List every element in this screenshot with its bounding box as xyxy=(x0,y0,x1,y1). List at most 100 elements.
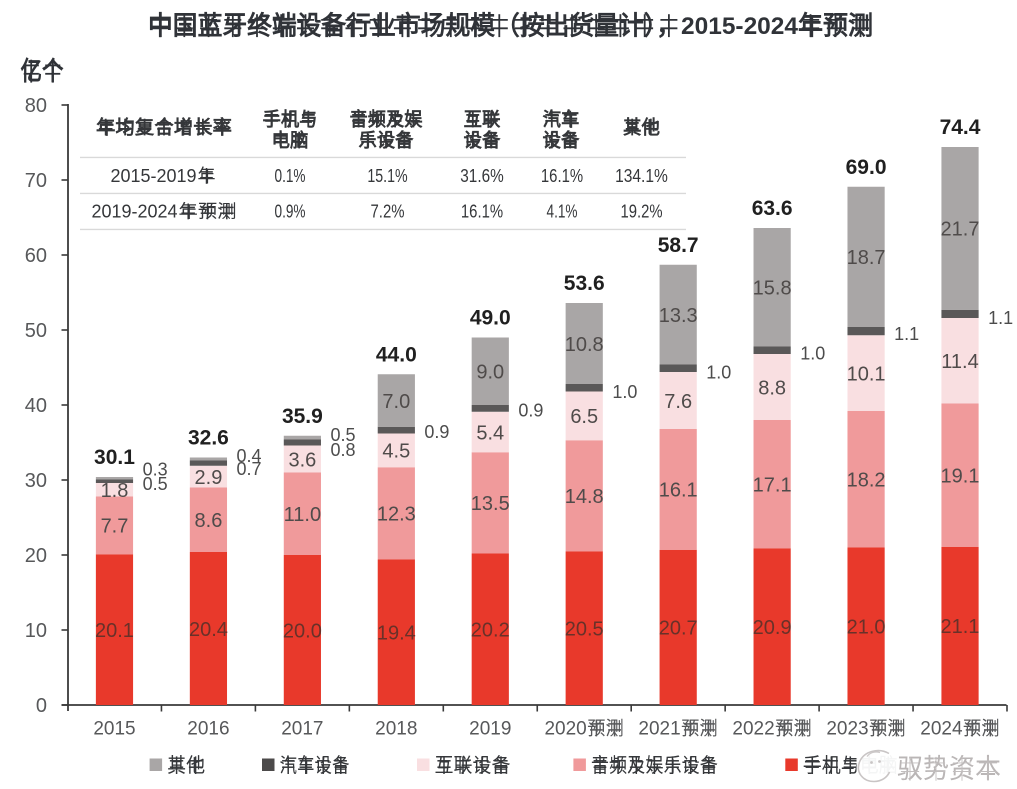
svg-text:19.4: 19.4 xyxy=(377,623,416,645)
svg-text:电脑: 电脑 xyxy=(272,129,309,152)
svg-text:31.6%: 31.6% xyxy=(460,166,503,186)
svg-text:134.1%: 134.1% xyxy=(615,166,668,186)
svg-text:16.1%: 16.1% xyxy=(541,166,583,186)
svg-text:19.1: 19.1 xyxy=(941,465,980,487)
svg-text:20.4: 20.4 xyxy=(189,619,228,641)
svg-text:5.4: 5.4 xyxy=(476,422,504,444)
svg-text:设备: 设备 xyxy=(464,129,502,152)
svg-text:2018: 2018 xyxy=(375,719,417,740)
svg-text:2019: 2019 xyxy=(469,719,511,740)
svg-text:20.0: 20.0 xyxy=(283,620,322,642)
svg-text:2017: 2017 xyxy=(281,719,323,740)
svg-text:设备: 设备 xyxy=(543,129,581,152)
svg-text:17.1: 17.1 xyxy=(753,474,792,496)
svg-text:4.1%: 4.1% xyxy=(547,202,578,222)
svg-text:中国蓝牙终端设备行业市场规模（按出货量计），: 中国蓝牙终端设备行业市场规模（按出货量计）， xyxy=(148,11,681,41)
svg-text:1.1: 1.1 xyxy=(894,324,919,344)
svg-text:20: 20 xyxy=(25,545,47,567)
svg-text:20.2: 20.2 xyxy=(471,620,510,642)
svg-text:7.0: 7.0 xyxy=(382,391,410,413)
svg-text:70: 70 xyxy=(25,170,47,192)
svg-text:2023: 2023 xyxy=(826,719,868,740)
svg-text:13.5: 13.5 xyxy=(471,493,510,515)
svg-text:0.7: 0.7 xyxy=(237,459,262,479)
svg-text:7.2%: 7.2% xyxy=(371,202,405,222)
svg-text:32.6: 32.6 xyxy=(188,427,229,450)
svg-text:10: 10 xyxy=(25,620,47,642)
svg-text:44.0: 44.0 xyxy=(376,343,417,366)
svg-text:预测: 预测 xyxy=(869,718,906,740)
svg-text:16.1%: 16.1% xyxy=(461,202,503,222)
svg-text:其他: 其他 xyxy=(623,116,660,139)
svg-text:8.8: 8.8 xyxy=(758,377,786,399)
svg-text:20.1: 20.1 xyxy=(95,620,134,642)
svg-text:50: 50 xyxy=(25,320,47,342)
svg-text:12.3: 12.3 xyxy=(377,504,416,526)
svg-text:19.2%: 19.2% xyxy=(621,202,663,222)
svg-text:预测: 预测 xyxy=(681,718,718,740)
svg-text:7.6: 7.6 xyxy=(664,391,692,413)
svg-text:汽车设备: 汽车设备 xyxy=(280,754,350,777)
svg-text:汽车: 汽车 xyxy=(543,108,580,131)
svg-text:0.5: 0.5 xyxy=(143,474,168,494)
svg-text:49.0: 49.0 xyxy=(470,307,511,330)
svg-text:21.7: 21.7 xyxy=(941,219,980,241)
svg-text:1.8: 1.8 xyxy=(101,480,129,502)
svg-text:9.0: 9.0 xyxy=(476,362,504,384)
svg-text:2021: 2021 xyxy=(638,719,680,740)
svg-text:音频及娱: 音频及娱 xyxy=(350,108,424,131)
svg-text:21.0: 21.0 xyxy=(847,617,886,639)
svg-text:30: 30 xyxy=(25,470,47,492)
svg-text:63.6: 63.6 xyxy=(752,197,793,220)
svg-text:2024: 2024 xyxy=(920,719,963,740)
svg-text:15.8: 15.8 xyxy=(753,278,792,300)
svg-text:15.1%: 15.1% xyxy=(367,166,407,186)
svg-text:10.1: 10.1 xyxy=(847,363,886,385)
svg-text:0: 0 xyxy=(36,695,47,717)
svg-text:18.2: 18.2 xyxy=(847,470,886,492)
svg-text:0.9: 0.9 xyxy=(518,400,543,420)
svg-text:预测: 预测 xyxy=(963,718,1000,740)
svg-text:0.5: 0.5 xyxy=(330,425,355,445)
svg-text:互联: 互联 xyxy=(464,109,501,131)
svg-text:2020: 2020 xyxy=(544,719,586,740)
svg-text:0.4: 0.4 xyxy=(237,446,262,466)
svg-text:3.6: 3.6 xyxy=(288,449,316,471)
svg-text:13.3: 13.3 xyxy=(659,305,698,327)
svg-text:7.7: 7.7 xyxy=(101,516,129,538)
svg-text:其他: 其他 xyxy=(167,754,205,777)
svg-text:2019-2024: 2019-2024 xyxy=(92,202,178,222)
svg-text:69.0: 69.0 xyxy=(846,156,887,179)
svg-text:0.9: 0.9 xyxy=(424,422,449,442)
svg-text:4.5: 4.5 xyxy=(382,441,410,463)
svg-text:18.7: 18.7 xyxy=(847,247,886,269)
svg-text:35.9: 35.9 xyxy=(282,405,323,428)
svg-text:14.8: 14.8 xyxy=(565,486,604,508)
svg-text:亿个: 亿个 xyxy=(21,56,65,86)
svg-text:11.4: 11.4 xyxy=(941,351,978,373)
svg-text:互联设备: 互联设备 xyxy=(435,754,511,777)
svg-text:20.5: 20.5 xyxy=(565,618,604,640)
svg-text:1.0: 1.0 xyxy=(800,343,825,363)
svg-text:预测: 预测 xyxy=(775,718,812,740)
svg-text:0.1%: 0.1% xyxy=(275,166,306,186)
svg-text:10.8: 10.8 xyxy=(565,334,604,356)
svg-text:20.9: 20.9 xyxy=(753,617,792,639)
svg-text:0.3: 0.3 xyxy=(143,459,168,479)
svg-text:1.1: 1.1 xyxy=(988,308,1013,328)
svg-text:2015-2024: 2015-2024 xyxy=(681,13,799,40)
svg-text:8.6: 8.6 xyxy=(195,510,223,532)
svg-text:驭势资本: 驭势资本 xyxy=(897,754,1001,784)
svg-text:40: 40 xyxy=(25,395,47,417)
svg-text:2016: 2016 xyxy=(187,719,229,740)
svg-text:11.0: 11.0 xyxy=(284,504,321,526)
svg-text:58.7: 58.7 xyxy=(658,234,699,257)
svg-text:0.9%: 0.9% xyxy=(275,202,306,222)
svg-text:60: 60 xyxy=(25,245,47,267)
svg-text:2022: 2022 xyxy=(732,719,774,740)
svg-text:2015: 2015 xyxy=(93,719,135,740)
svg-text:16.1: 16.1 xyxy=(659,480,698,502)
svg-text:30.1: 30.1 xyxy=(94,446,135,469)
svg-text:21.1: 21.1 xyxy=(941,616,980,638)
svg-text:80: 80 xyxy=(25,95,47,117)
